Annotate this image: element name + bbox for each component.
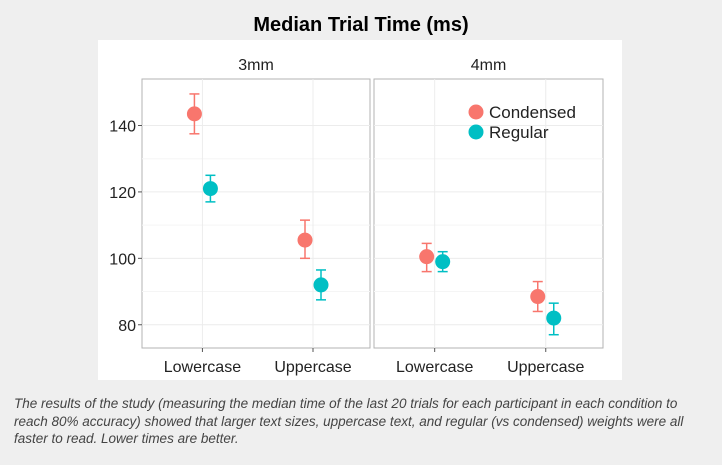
- x-tick-label: Uppercase: [274, 359, 351, 376]
- panel-4mm: [373, 78, 604, 349]
- data-point-condensed: [186, 106, 202, 122]
- x-tick-label: Lowercase: [164, 359, 241, 376]
- x-tick-label: Lowercase: [396, 359, 473, 376]
- data-point-regular: [202, 181, 218, 197]
- chart-plot: 3mm 4mm 80 100 120 140 Lowercase Uppercase Lower…: [109, 57, 604, 376]
- chart-title: Median Trial Time (ms): [253, 14, 469, 36]
- chart-caption: The results of the study (measuring the …: [14, 396, 684, 447]
- data-point-condensed: [297, 232, 313, 248]
- legend-key-condensed: [468, 104, 484, 120]
- y-tick-label: 100: [109, 251, 136, 268]
- y-tick-label: 140: [109, 118, 136, 135]
- data-point-regular: [546, 310, 562, 326]
- legend-key-regular: [468, 124, 484, 140]
- legend-label-regular: Regular: [489, 123, 549, 142]
- data-point-condensed: [530, 289, 546, 305]
- y-tick-label: 80: [118, 318, 136, 335]
- data-point-regular: [313, 277, 329, 293]
- y-tick-label: 120: [109, 185, 136, 202]
- facet-label-4mm: 4mm: [471, 57, 507, 74]
- data-point-condensed: [419, 249, 435, 265]
- panel-3mm: [141, 78, 371, 349]
- data-point-regular: [435, 254, 451, 270]
- legend-label-condensed: Condensed: [489, 103, 576, 122]
- facet-label-3mm: 3mm: [238, 57, 274, 74]
- x-tick-label: Uppercase: [507, 359, 584, 376]
